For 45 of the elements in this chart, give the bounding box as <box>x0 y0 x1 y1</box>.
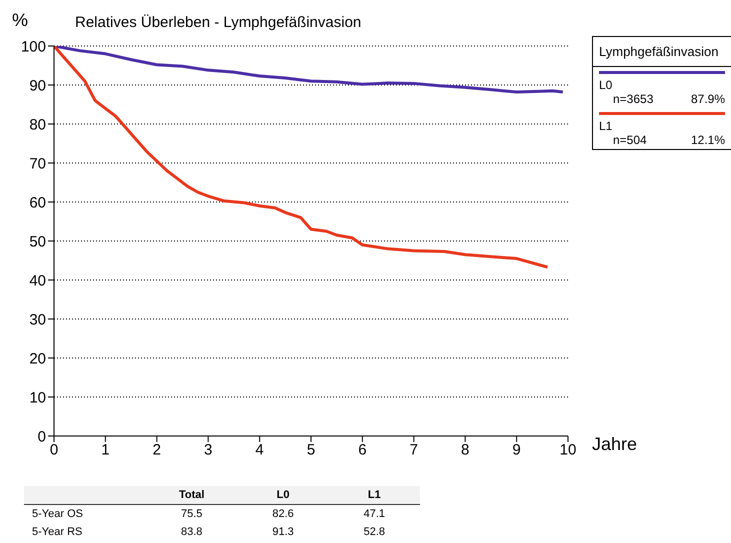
text: L0 <box>599 78 614 92</box>
text: n=504 <box>613 133 647 147</box>
y-tick-label: 70 <box>29 155 46 172</box>
text: 12.1% <box>690 133 725 147</box>
y-tick-label: 0 <box>38 428 46 446</box>
x-tick-label: 2 <box>152 442 161 459</box>
x-tick-label: 5 <box>306 442 316 459</box>
y-tick-label: 20 <box>29 350 46 368</box>
x-tick-label: 1 <box>101 442 110 459</box>
x-tick-label: 0 <box>50 442 58 459</box>
text: 75.5 <box>180 507 204 522</box>
line-series <box>54 46 549 269</box>
text: n=3653 <box>613 92 654 106</box>
y-tick-label: 10 <box>29 389 46 406</box>
x-axis-title: Jahre <box>592 434 638 455</box>
text: 52.8 <box>362 525 386 540</box>
line-series <box>54 46 564 94</box>
x-tick-label: 3 <box>204 442 212 459</box>
text: L0 <box>276 488 290 503</box>
x-tick-label: 7 <box>410 442 418 459</box>
text: 83.8 <box>180 525 204 540</box>
x-tick-label: 8 <box>461 442 470 459</box>
y-tick-label: 60 <box>29 194 46 212</box>
x-tick-label: 4 <box>255 442 264 459</box>
x-tick-label: 6 <box>358 442 367 459</box>
y-tick-label: 100 <box>20 38 46 56</box>
chart-title: Relatives Überleben - Lymphgefäßinvasion <box>75 14 362 31</box>
text: L1 <box>599 119 614 133</box>
text: 82.6 <box>271 507 295 522</box>
text: L1 <box>366 488 382 503</box>
text: Total <box>178 488 206 503</box>
x-tick-label: 9 <box>512 442 521 459</box>
text: 5-Year RS <box>31 525 84 540</box>
text: 47.1 <box>362 507 386 522</box>
text: 5-Year OS <box>31 507 84 522</box>
text: 87.9% <box>690 92 725 106</box>
y-tick-label: 30 <box>29 311 46 328</box>
legend-title: Lymphgefäßinvasion <box>593 37 731 67</box>
y-tick-label: 80 <box>29 116 46 134</box>
text: 91.3 <box>271 525 295 540</box>
y-tick-label: 90 <box>29 77 46 94</box>
y-tick-label: 40 <box>29 272 46 290</box>
y-tick-label: 50 <box>29 233 46 250</box>
x-tick-label: 10 <box>560 442 576 459</box>
y-axis-title: % <box>12 10 28 31</box>
